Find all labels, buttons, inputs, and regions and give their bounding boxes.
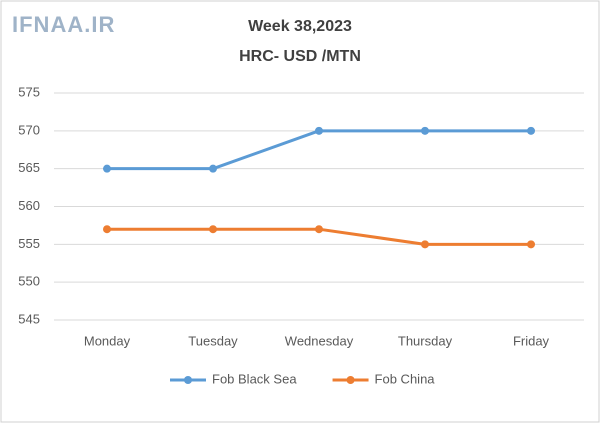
watermark: IFNAA.IR bbox=[12, 12, 115, 37]
y-tick-label: 565 bbox=[18, 160, 40, 175]
y-tick-label: 575 bbox=[18, 84, 40, 99]
y-tick-label: 560 bbox=[18, 198, 40, 213]
legend-marker bbox=[346, 376, 355, 384]
data-point bbox=[421, 240, 429, 249]
chart-title: Week 38,2023 bbox=[248, 18, 352, 35]
legend-marker bbox=[184, 376, 192, 384]
legend-label: Fob China bbox=[375, 371, 436, 386]
y-tick-label: 545 bbox=[18, 311, 40, 326]
data-point bbox=[209, 225, 217, 234]
y-tick-label: 555 bbox=[18, 236, 40, 251]
legend-label: Fob Black Sea bbox=[212, 371, 297, 386]
x-tick-label: Wednesday bbox=[285, 333, 354, 348]
x-tick-label: Thursday bbox=[398, 333, 453, 348]
x-tick-label: Tuesday bbox=[188, 333, 238, 348]
data-point bbox=[103, 164, 111, 173]
data-point bbox=[315, 225, 323, 234]
data-point bbox=[527, 240, 535, 249]
x-tick-label: Friday bbox=[513, 333, 550, 348]
x-tick-label: Monday bbox=[84, 333, 131, 348]
y-tick-label: 550 bbox=[18, 274, 40, 289]
data-point bbox=[527, 126, 535, 135]
data-point bbox=[103, 225, 111, 234]
data-point bbox=[421, 126, 429, 135]
chart-subtitle: HRC- USD /MTN bbox=[239, 48, 361, 65]
y-tick-label: 570 bbox=[18, 122, 40, 137]
data-point bbox=[209, 164, 217, 173]
data-point bbox=[315, 126, 323, 135]
